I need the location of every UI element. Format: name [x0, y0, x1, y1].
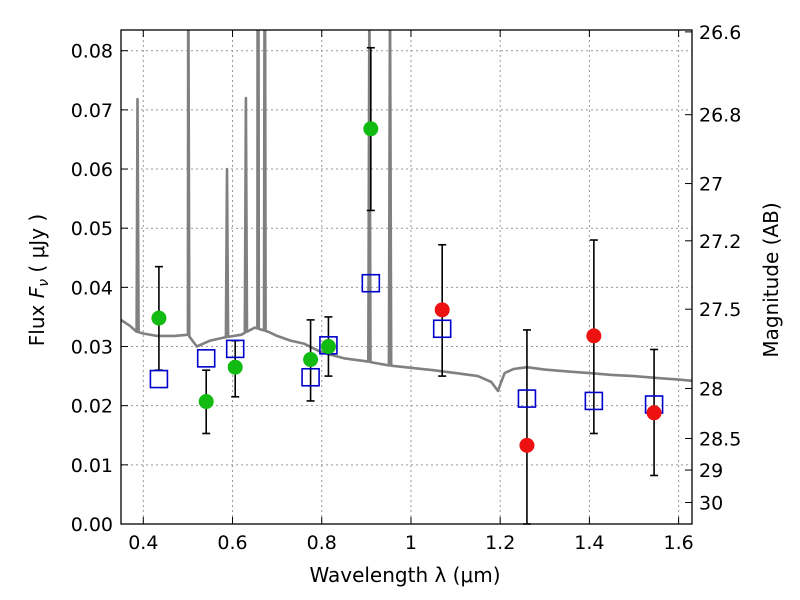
data-point	[151, 310, 167, 326]
x-tick-label: 1	[405, 532, 417, 554]
y-tick-label: 0.03	[71, 337, 113, 359]
mag-tick-label: 28	[699, 378, 723, 400]
data-point	[363, 121, 379, 137]
data-point	[519, 437, 535, 453]
model-point	[361, 273, 381, 293]
axis-ticks: 0.4 0.6 0.8 1 1.2 1.4 1.6 0.00 0.01 0.02 0.03 0.04 0…	[71, 22, 742, 554]
model-spectrum-line	[121, 30, 692, 393]
grid	[121, 30, 692, 525]
y-tick-label: 0.06	[71, 159, 113, 181]
x-tick-label: 0.4	[128, 532, 158, 554]
y-axis-label: Flux Fν ( μJy )	[25, 214, 52, 346]
mag-tick-label: 29	[699, 460, 723, 482]
model-point	[149, 369, 169, 389]
mag-tick-label: 26.6	[699, 22, 741, 44]
mag-tick-label: 27	[699, 174, 723, 196]
y-tick-label: 0.00	[71, 514, 113, 536]
mag-tick-label: 27.2	[699, 231, 741, 253]
data-point	[227, 359, 243, 375]
data-points	[149, 46, 664, 525]
mag-tick-label: 27.5	[699, 299, 741, 321]
y-tick-label: 0.05	[71, 218, 113, 240]
x-tick-label: 1.2	[485, 532, 515, 554]
y-tick-label: 0.01	[71, 455, 113, 477]
y2-axis-label: Magnitude (AB)	[759, 202, 783, 357]
x-tick-label: 0.8	[307, 532, 337, 554]
x-tick-label: 0.6	[217, 532, 247, 554]
data-point	[303, 352, 319, 368]
model-point	[517, 389, 537, 408]
model-spectrum	[121, 30, 692, 393]
mag-tick-label: 30	[699, 493, 723, 515]
data-point	[646, 405, 662, 421]
y-tick-label: 0.07	[71, 100, 113, 122]
mag-tick-label: 28.5	[699, 428, 741, 450]
data-point	[434, 302, 450, 318]
x-axis-label: Wavelength λ (μm)	[309, 563, 500, 587]
y-tick-label: 0.04	[71, 277, 113, 299]
model-point	[301, 367, 320, 387]
plot-frame	[120, 29, 693, 525]
model-point	[196, 349, 216, 368]
y-tick-label: 0.08	[71, 41, 113, 63]
mag-tick-label: 26.8	[699, 105, 741, 127]
x-tick-label: 1.4	[574, 532, 604, 554]
model-point	[432, 319, 452, 339]
data-point	[586, 328, 602, 344]
y-tick-label: 0.02	[71, 396, 113, 418]
model-point	[584, 391, 604, 411]
data-point	[198, 394, 214, 410]
model-point	[225, 339, 245, 359]
data-point	[320, 339, 336, 355]
x-tick-label: 1.6	[664, 532, 694, 554]
